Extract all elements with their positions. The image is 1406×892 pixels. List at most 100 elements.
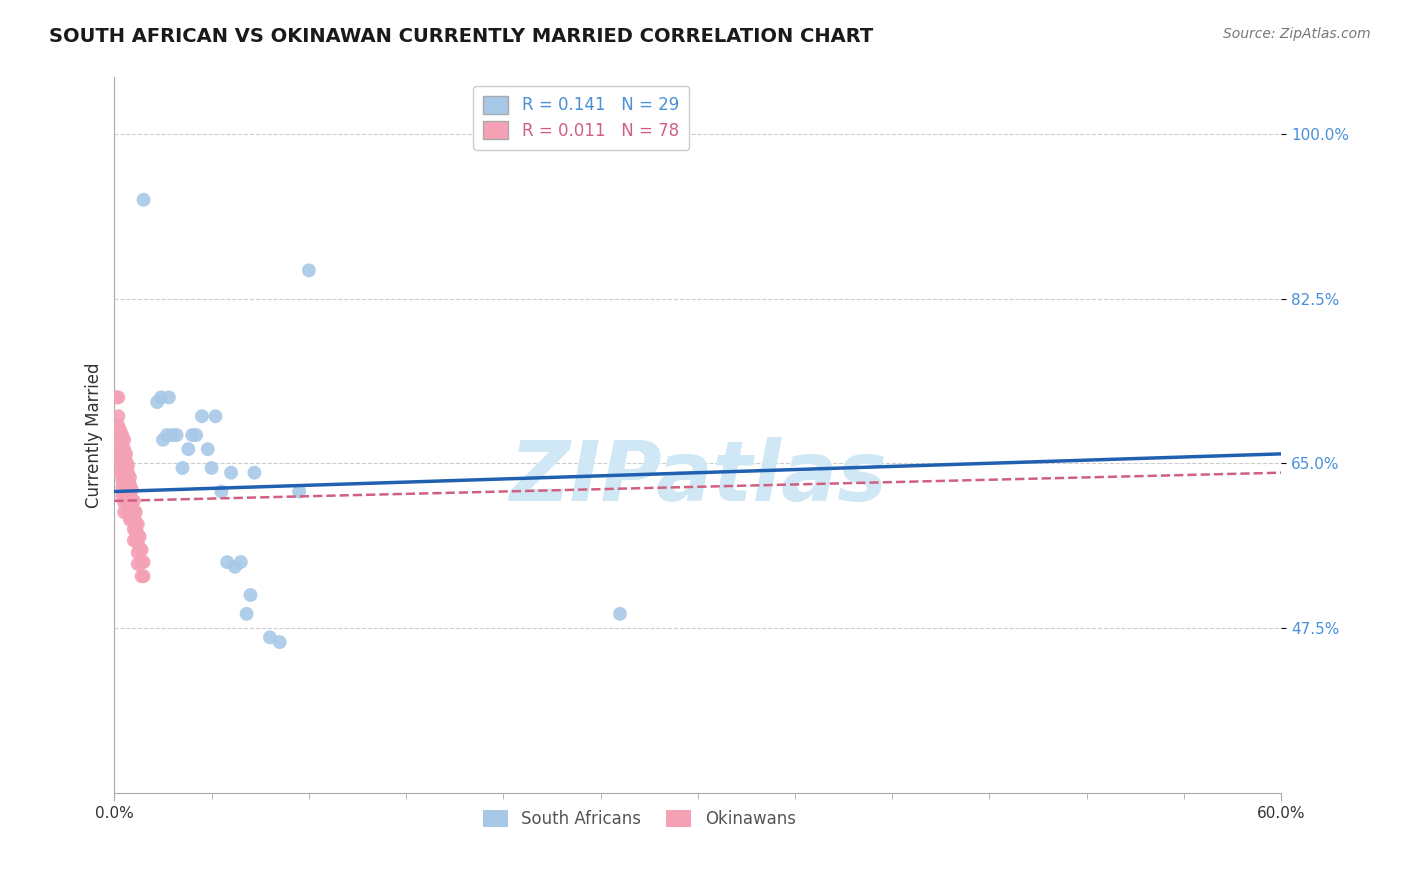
Point: [127, 536, 149, 550]
Point: [110, 466, 132, 480]
Point: [181, 428, 204, 442]
Point: [115, 468, 138, 483]
Point: [117, 496, 139, 510]
Point: [132, 555, 155, 569]
Point: [117, 473, 139, 487]
Point: [122, 513, 145, 527]
Point: [132, 569, 155, 583]
Text: Source: ZipAtlas.com: Source: ZipAtlas.com: [1223, 27, 1371, 41]
Point: [117, 505, 139, 519]
Point: [217, 555, 239, 569]
Point: [259, 631, 281, 645]
Point: [156, 428, 179, 442]
Point: [115, 491, 138, 506]
Point: [122, 522, 145, 536]
Point: [127, 557, 149, 571]
Legend: South Africans, Okinawans: South Africans, Okinawans: [477, 803, 803, 834]
Point: [117, 466, 139, 480]
Point: [112, 505, 135, 519]
Point: [110, 447, 132, 461]
Point: [111, 466, 134, 480]
Point: [107, 409, 129, 424]
Point: [111, 458, 134, 472]
Point: [111, 437, 134, 451]
Point: [111, 442, 134, 457]
Point: [107, 433, 129, 447]
Point: [111, 428, 134, 442]
Point: [112, 486, 135, 500]
Point: [112, 477, 135, 491]
Point: [111, 451, 134, 466]
Point: [111, 480, 134, 494]
Point: [197, 442, 219, 457]
Point: [115, 454, 138, 468]
Point: [118, 494, 141, 508]
Point: [110, 437, 132, 451]
Point: [121, 501, 143, 516]
Point: [107, 391, 129, 405]
Point: [162, 428, 184, 442]
Point: [125, 505, 148, 519]
Point: [201, 461, 224, 475]
Point: [219, 466, 242, 480]
Point: [298, 263, 321, 277]
Point: [609, 607, 631, 621]
Point: [115, 461, 138, 475]
Point: [111, 489, 134, 503]
Point: [125, 515, 148, 529]
Point: [128, 541, 150, 555]
Point: [269, 635, 291, 649]
Point: [150, 391, 173, 405]
Point: [127, 517, 149, 532]
Point: [112, 496, 135, 510]
Point: [166, 428, 188, 442]
Point: [122, 494, 145, 508]
Point: [191, 409, 214, 424]
Point: [112, 464, 135, 478]
Point: [127, 546, 149, 560]
Point: [117, 458, 139, 472]
Point: [122, 533, 145, 548]
Point: [110, 433, 132, 447]
Point: [117, 487, 139, 501]
Point: [111, 473, 134, 487]
Point: [112, 470, 135, 484]
Point: [110, 423, 132, 437]
Point: [128, 530, 150, 544]
Point: [235, 607, 257, 621]
Point: [118, 470, 141, 484]
Point: [112, 456, 135, 470]
Y-axis label: Currently Married: Currently Married: [86, 362, 103, 508]
Point: [229, 555, 252, 569]
Point: [118, 513, 141, 527]
Point: [121, 491, 143, 506]
Point: [122, 503, 145, 517]
Point: [107, 418, 129, 433]
Point: [127, 526, 149, 541]
Point: [132, 193, 155, 207]
Point: [288, 484, 311, 499]
Point: [112, 449, 135, 463]
Point: [239, 588, 262, 602]
Point: [121, 511, 143, 525]
Point: [112, 433, 135, 447]
Point: [118, 486, 141, 500]
Point: [146, 395, 169, 409]
Point: [131, 569, 153, 583]
Point: [209, 484, 232, 499]
Point: [112, 442, 135, 457]
Point: [125, 524, 148, 538]
Point: [177, 442, 200, 457]
Point: [115, 447, 138, 461]
Point: [107, 447, 129, 461]
Point: [152, 433, 174, 447]
Point: [111, 447, 134, 461]
Text: SOUTH AFRICAN VS OKINAWAN CURRENTLY MARRIED CORRELATION CHART: SOUTH AFRICAN VS OKINAWAN CURRENTLY MARR…: [49, 27, 873, 45]
Point: [121, 483, 143, 497]
Point: [157, 391, 180, 405]
Point: [117, 480, 139, 494]
Point: [204, 409, 226, 424]
Point: [115, 483, 138, 497]
Point: [243, 466, 266, 480]
Point: [172, 461, 194, 475]
